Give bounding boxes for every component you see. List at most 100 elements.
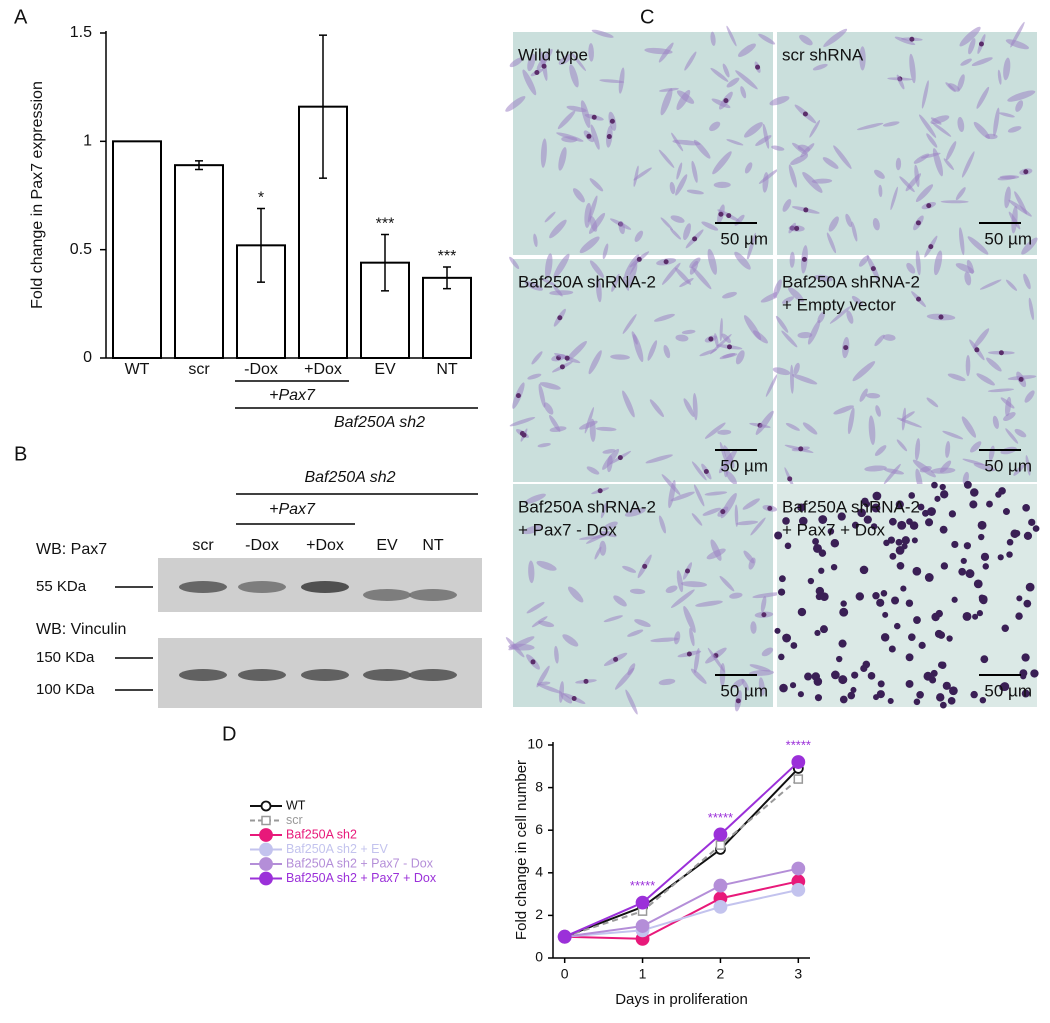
cell: [961, 151, 975, 178]
cell: [689, 260, 699, 275]
cell: [658, 149, 675, 168]
cell-nucleus: [951, 540, 959, 549]
cell-nucleus: [1001, 624, 1009, 633]
cell: [955, 187, 966, 201]
cell-nucleus: [782, 633, 792, 643]
cell-nucleus: [867, 672, 876, 680]
cell: [859, 46, 866, 71]
cell: [992, 415, 999, 429]
cell: [993, 107, 1000, 137]
cell: [531, 351, 543, 365]
significance: *****: [708, 810, 733, 825]
cell-nucleus: [870, 523, 878, 530]
cell-nucleus: [784, 542, 792, 550]
cell: [693, 648, 700, 674]
marker: [713, 899, 728, 914]
cell-nucleus: [813, 677, 823, 686]
cell: [627, 629, 644, 637]
lane-label: NT: [422, 537, 444, 554]
y-tick-label: 0.5: [70, 241, 92, 258]
cell-dot: [978, 41, 984, 47]
cell: [769, 96, 790, 106]
cell: [973, 328, 990, 349]
cell: [704, 491, 728, 496]
series-line: [564, 867, 799, 938]
cell: [878, 184, 883, 198]
cell-nucleus: [797, 503, 806, 512]
cell-dot: [606, 134, 612, 140]
cell: [875, 405, 881, 417]
cell-nucleus: [924, 573, 934, 582]
cell: [663, 344, 671, 359]
cell: [584, 407, 594, 434]
cell: [645, 454, 673, 464]
error-bar: [195, 160, 203, 171]
cell: [681, 329, 696, 335]
cell: [589, 178, 604, 192]
panel-label: D: [222, 723, 236, 745]
cell-nucleus: [872, 491, 882, 501]
cell-dot: [974, 347, 980, 353]
cell-dot: [870, 266, 876, 272]
y-tick-label: 8: [535, 778, 543, 794]
cell-nucleus: [778, 653, 785, 661]
cell: [859, 388, 868, 402]
cell-dot: [723, 98, 729, 104]
cell-dot: [801, 256, 807, 262]
cell: [595, 426, 617, 432]
cell: [658, 678, 676, 686]
cell: [526, 601, 545, 614]
cell-nucleus: [1028, 518, 1036, 526]
cell: [670, 215, 685, 223]
scale-label: 50 µm: [720, 456, 768, 475]
cell: [966, 259, 974, 275]
cell: [791, 374, 818, 385]
y-tick-label: 4: [535, 864, 543, 880]
cell: [625, 689, 638, 715]
cell-nucleus: [851, 521, 859, 529]
cell: [627, 263, 638, 287]
cell: [509, 256, 520, 269]
marker: [261, 815, 271, 826]
cell-nucleus: [997, 554, 1004, 561]
cell: [712, 151, 732, 175]
cell: [717, 429, 732, 435]
cell: [665, 585, 678, 594]
cell-nucleus: [970, 488, 979, 497]
cell: [647, 340, 658, 361]
cell: [544, 211, 556, 223]
bar: [174, 164, 224, 359]
cell-nucleus: [940, 490, 949, 499]
micrograph-label: scr shRNA: [782, 45, 864, 64]
cell-nucleus: [972, 613, 979, 620]
cell: [872, 217, 880, 231]
cell: [570, 52, 587, 72]
cell-nucleus: [891, 596, 900, 605]
group-label: Baf250A sh2: [334, 414, 425, 431]
cell-dot: [909, 36, 915, 42]
cell-nucleus: [916, 690, 924, 699]
cell-nucleus: [882, 611, 889, 618]
cell-dot: [938, 314, 944, 320]
cell: [522, 69, 537, 96]
y-tick-label: 1.5: [70, 24, 92, 41]
cell: [906, 262, 916, 274]
cell: [553, 285, 563, 297]
micrograph-label: Baf250A shRNA-2: [782, 272, 920, 291]
cell: [706, 548, 726, 560]
x-tick-label: NT: [436, 361, 458, 378]
cell: [945, 441, 951, 458]
cell-nucleus: [939, 701, 947, 709]
cell: [527, 53, 536, 72]
cell: [719, 317, 723, 342]
cell: [896, 417, 922, 428]
cell: [649, 399, 664, 418]
cell: [807, 319, 821, 345]
cell-nucleus: [1032, 525, 1040, 532]
cell: [746, 232, 757, 261]
cell-dot: [998, 350, 1004, 356]
cell: [926, 397, 939, 408]
y-tick-label: 6: [535, 821, 543, 837]
cell: [758, 169, 779, 184]
bar: [422, 276, 472, 360]
